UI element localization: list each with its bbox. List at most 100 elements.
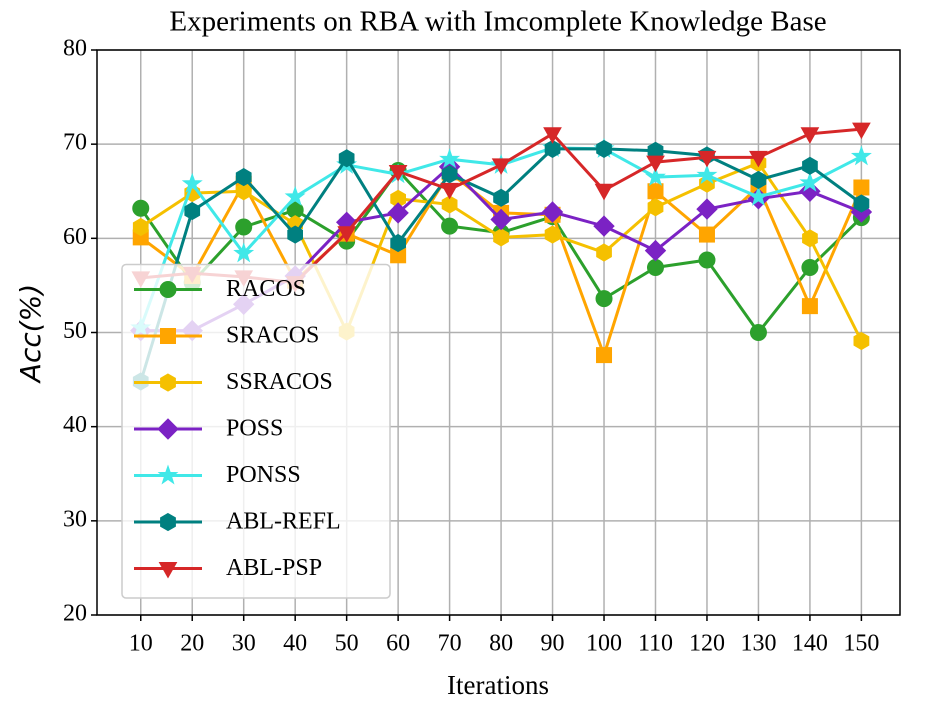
legend-marker bbox=[160, 373, 176, 392]
legend-marker bbox=[160, 512, 176, 532]
x-tick-label: 20 bbox=[180, 631, 204, 657]
y-tick-label: 50 bbox=[63, 318, 87, 344]
marker bbox=[337, 226, 357, 243]
x-tick-label: 70 bbox=[438, 631, 462, 657]
x-tick-label: 60 bbox=[386, 631, 410, 657]
x-tick-label: 150 bbox=[843, 631, 879, 657]
marker bbox=[594, 183, 614, 201]
y-axis-label: Acc(%) bbox=[14, 284, 47, 384]
marker bbox=[853, 194, 870, 213]
marker bbox=[235, 218, 253, 236]
x-tick-label: 140 bbox=[792, 631, 828, 657]
y-tick-label: 60 bbox=[63, 224, 87, 250]
marker bbox=[850, 145, 872, 166]
legend-marker bbox=[157, 418, 179, 440]
marker bbox=[491, 158, 511, 175]
marker bbox=[493, 188, 509, 207]
y-tick-label: 70 bbox=[63, 130, 87, 156]
marker bbox=[593, 215, 615, 237]
marker bbox=[799, 171, 821, 192]
marker bbox=[696, 198, 718, 220]
legend-marker bbox=[158, 562, 178, 579]
y-tick-label: 80 bbox=[63, 36, 87, 62]
marker bbox=[647, 198, 664, 217]
y-tick-label: 40 bbox=[63, 412, 87, 438]
marker bbox=[749, 324, 767, 341]
legend-label: RACOS bbox=[226, 276, 306, 302]
marker bbox=[698, 226, 715, 243]
marker bbox=[647, 183, 664, 200]
marker bbox=[543, 127, 562, 144]
marker bbox=[801, 259, 819, 277]
marker bbox=[645, 166, 666, 187]
marker bbox=[698, 251, 716, 269]
marker bbox=[235, 168, 252, 187]
x-tick-label: 30 bbox=[232, 631, 256, 657]
marker bbox=[493, 228, 509, 247]
plot-frame bbox=[96, 49, 901, 616]
marker bbox=[287, 225, 303, 244]
marker bbox=[441, 217, 459, 235]
marker bbox=[441, 165, 458, 184]
legend-label: ABL-PSP bbox=[226, 555, 322, 581]
legend-box bbox=[121, 263, 391, 599]
legend-label: PONSS bbox=[226, 462, 301, 488]
marker bbox=[132, 199, 150, 217]
marker bbox=[852, 122, 871, 140]
marker bbox=[490, 208, 512, 231]
marker bbox=[284, 185, 306, 206]
legend-marker bbox=[160, 328, 176, 344]
x-tick-label: 50 bbox=[335, 631, 359, 657]
marker bbox=[440, 182, 459, 200]
marker bbox=[596, 347, 613, 364]
x-axis-label: Iterations bbox=[447, 670, 549, 700]
marker bbox=[853, 331, 870, 351]
legend-label: SRACOS bbox=[226, 323, 319, 349]
marker bbox=[596, 243, 612, 262]
marker bbox=[696, 164, 718, 185]
legend-marker bbox=[157, 464, 179, 485]
marker bbox=[697, 150, 717, 168]
legend: RACOS SRACOS SSRACOS POSS PONSS ABL-REFL ABL-P… bbox=[121, 263, 391, 599]
marker bbox=[749, 150, 768, 168]
marker bbox=[747, 185, 769, 206]
marker bbox=[802, 229, 818, 248]
x-tick-label: 90 bbox=[541, 631, 565, 657]
x-tick-label: 40 bbox=[283, 631, 307, 657]
x-tick-label: 10 bbox=[129, 631, 153, 657]
y-tick-label: 20 bbox=[63, 601, 87, 627]
chart-title: Experiments on RBA with Imcomplete Knowl… bbox=[169, 6, 826, 38]
marker bbox=[800, 127, 820, 144]
marker bbox=[801, 298, 818, 315]
marker bbox=[390, 233, 406, 253]
marker bbox=[544, 139, 561, 158]
marker bbox=[233, 242, 255, 263]
marker bbox=[132, 217, 149, 237]
marker bbox=[646, 155, 665, 173]
marker bbox=[338, 149, 355, 168]
legend-label: POSS bbox=[226, 416, 283, 442]
marker bbox=[544, 225, 561, 244]
x-tick-label: 110 bbox=[638, 631, 673, 657]
marker bbox=[388, 165, 408, 182]
marker bbox=[802, 156, 818, 175]
legend-marker bbox=[159, 281, 177, 298]
marker bbox=[441, 195, 458, 214]
x-tick-label: 100 bbox=[586, 631, 622, 657]
x-tick-label: 80 bbox=[489, 631, 513, 657]
marker bbox=[596, 139, 612, 158]
marker bbox=[184, 201, 201, 221]
y-tick-label: 30 bbox=[63, 506, 87, 532]
marker bbox=[387, 202, 409, 224]
x-tick-label: 130 bbox=[740, 631, 776, 657]
marker bbox=[646, 259, 664, 277]
x-tick-label: 120 bbox=[689, 631, 725, 657]
marker bbox=[439, 148, 461, 169]
marker bbox=[595, 290, 613, 308]
legend-label: ABL-REFL bbox=[226, 509, 341, 535]
marker bbox=[644, 239, 667, 262]
legend-label: SSRACOS bbox=[226, 369, 333, 395]
marker bbox=[181, 172, 203, 193]
